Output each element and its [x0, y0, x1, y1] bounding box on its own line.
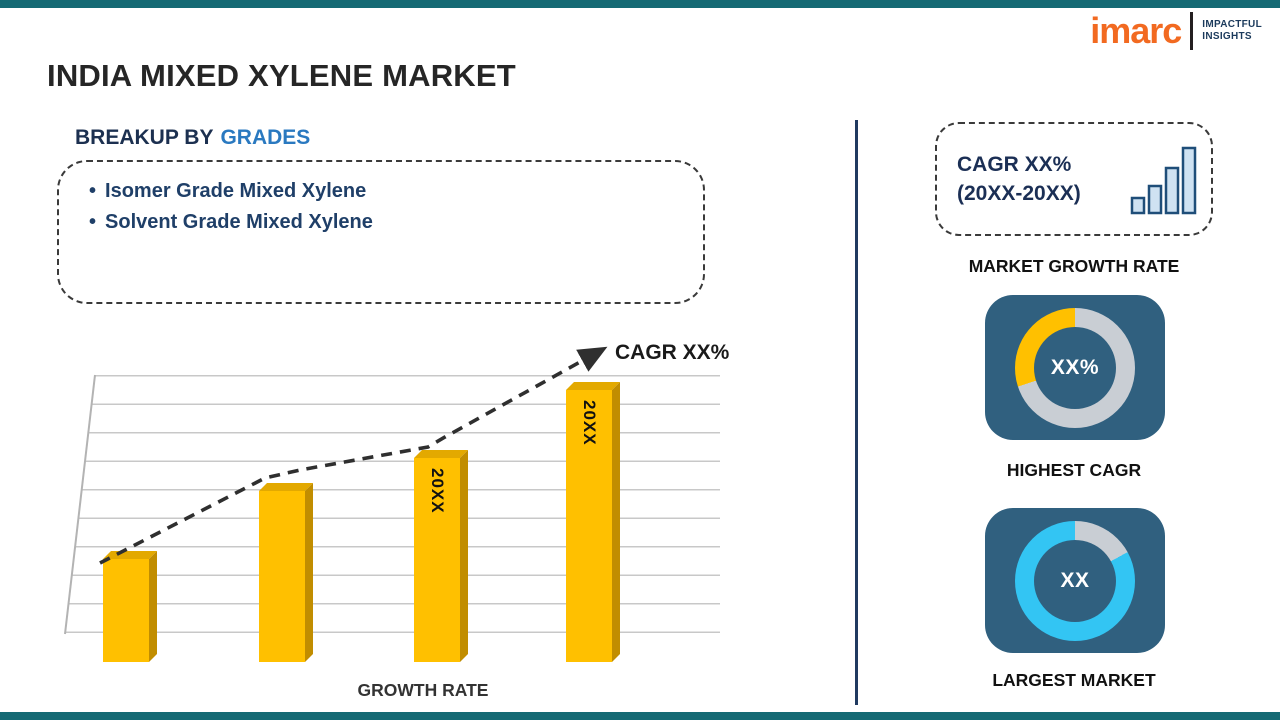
imarc-logo: imarc IMPACTFUL INSIGHTS	[1090, 12, 1262, 50]
cagr-card: CAGR XX% (20XX-20XX)	[935, 122, 1213, 236]
highest-cagr-label: HIGHEST CAGR	[1006, 460, 1142, 480]
largest-market-value: XX	[1060, 568, 1090, 592]
chart-axis-slant	[64, 374, 96, 635]
cagr-card-line2: (20XX-20XX)	[957, 182, 1081, 205]
chart-x-axis-label: GROWTH RATE	[357, 680, 489, 700]
top-strip	[0, 0, 1280, 8]
breakup-heading-prefix: BREAKUP BY	[75, 126, 214, 149]
bar	[259, 483, 349, 666]
highest-cagr-card: XX%	[985, 295, 1165, 440]
bar-chart-icon	[1130, 146, 1197, 215]
bar-label: 20XX	[428, 468, 447, 514]
bar: 20XX	[566, 382, 656, 666]
grade-item: Isomer Grade Mixed Xylene	[89, 176, 693, 207]
breakup-heading: BREAKUP BY GRADES	[75, 126, 310, 150]
bar: 20XX	[414, 450, 504, 666]
growth-chart: 20XX 20XX	[64, 346, 720, 666]
logo-tagline: IMPACTFUL INSIGHTS	[1202, 19, 1262, 44]
largest-market-donut: XX	[1015, 520, 1135, 641]
highest-cagr-donut: XX%	[1015, 307, 1135, 428]
cagr-card-line1: CAGR XX%	[957, 152, 1072, 176]
cagr-card-text: CAGR XX% (20XX-20XX)	[957, 150, 1081, 209]
grades-box: Isomer Grade Mixed XyleneSolvent Grade M…	[57, 160, 705, 304]
bar-label: 20XX	[580, 400, 599, 446]
logo-separator	[1190, 12, 1194, 50]
grades-list: Isomer Grade Mixed XyleneSolvent Grade M…	[59, 162, 703, 238]
trend-arrow	[99, 346, 608, 565]
largest-market-card: XX	[985, 508, 1165, 653]
highest-cagr-value: XX%	[1050, 355, 1100, 379]
largest-market-label: LARGEST MARKET	[992, 670, 1156, 690]
logo-brand-text: imarc	[1090, 10, 1182, 51]
grade-item: Solvent Grade Mixed Xylene	[89, 207, 693, 238]
bar-group: 20XX 20XX	[65, 375, 720, 666]
page-title: INDIA MIXED XYLENE MARKET	[47, 58, 516, 93]
market-growth-rate-label: MARKET GROWTH RATE	[968, 256, 1180, 276]
bottom-strip	[0, 712, 1280, 720]
bar	[103, 551, 193, 666]
vertical-divider	[855, 120, 858, 705]
logo-tagline-line2: INSIGHTS	[1202, 31, 1252, 42]
breakup-heading-highlight: GRADES	[220, 126, 311, 149]
logo-tagline-line1: IMPACTFUL	[1202, 18, 1262, 30]
trend-cagr-label: CAGR XX%	[615, 341, 730, 364]
